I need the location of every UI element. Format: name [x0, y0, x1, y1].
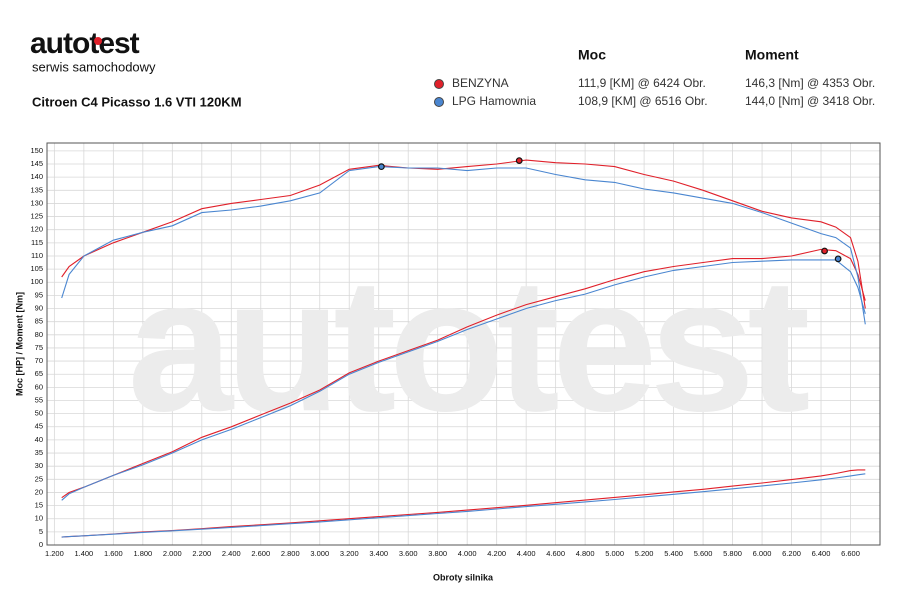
peak-marker — [834, 255, 842, 263]
x-axis-label: Obroty silnika — [433, 572, 494, 582]
watermark: autotest — [128, 239, 809, 451]
chart-title: Citroen C4 Picasso 1.6 VTI 120KM — [32, 94, 242, 109]
x-tick-label: 2.600 — [251, 549, 270, 558]
x-tick-label: 3.200 — [340, 549, 359, 558]
x-tick-label: 1.400 — [74, 549, 93, 558]
x-tick-label: 2.000 — [163, 549, 182, 558]
y-tick-label: 30 — [35, 461, 43, 470]
y-tick-label: 85 — [35, 317, 43, 326]
peak-marker — [515, 157, 523, 165]
y-tick-label: 120 — [30, 225, 43, 234]
y-tick-label: 100 — [30, 277, 43, 286]
x-tick-label: 4.400 — [517, 549, 536, 558]
x-tick-label: 2.200 — [192, 549, 211, 558]
peak-label: 146,3 [Nm] @ 4353 Obr. — [745, 76, 875, 90]
x-tick-label: 2.400 — [222, 549, 241, 558]
y-tick-label: 145 — [30, 159, 43, 168]
x-tick-label: 4.200 — [487, 549, 506, 558]
y-tick-label: 125 — [30, 212, 43, 221]
x-tick-label: 3.000 — [310, 549, 329, 558]
curve — [61, 166, 866, 325]
x-tick-label: 6.400 — [812, 549, 831, 558]
curve — [61, 259, 866, 501]
y-tick-label: 90 — [35, 304, 43, 313]
legend-label: BENZYNA — [452, 76, 509, 90]
x-tick-label: 6.600 — [841, 549, 860, 558]
y-tick-label: 75 — [35, 343, 43, 352]
plot-border — [46, 142, 881, 546]
logo-accent — [94, 37, 102, 45]
x-tick-label: 4.000 — [458, 549, 477, 558]
x-tick-label: 5.200 — [635, 549, 654, 558]
y-tick-label: 45 — [35, 422, 43, 431]
x-tick-label: 4.600 — [546, 549, 565, 558]
peak-label: 144,0 [Nm] @ 3418 Obr. — [745, 94, 875, 108]
y-tick-label: 10 — [35, 514, 43, 523]
y-axis-label: Moc [HP] / Moment [Nm] — [14, 292, 24, 396]
y-tick-label: 110 — [31, 251, 43, 260]
curve — [61, 159, 866, 309]
y-tick-label: 135 — [30, 185, 43, 194]
x-tick-label: 1.200 — [45, 549, 64, 558]
x-tick-label: 3.600 — [399, 549, 418, 558]
legend-marker — [434, 79, 444, 89]
x-tick-label: 5.400 — [664, 549, 683, 558]
x-tick-label: 5.600 — [694, 549, 713, 558]
legend-label: LPG Hamownia — [452, 94, 536, 108]
curve — [61, 473, 866, 538]
y-tick-label: 130 — [30, 198, 43, 207]
x-tick-label: 5.800 — [723, 549, 742, 558]
y-tick-label: 150 — [30, 146, 43, 155]
column-header: Moc — [578, 47, 606, 63]
y-tick-label: 25 — [35, 474, 43, 483]
x-tick-label: 1.800 — [133, 549, 152, 558]
y-tick-label: 50 — [35, 409, 43, 418]
y-tick-label: 35 — [35, 448, 43, 457]
y-tick-label: 60 — [35, 382, 43, 391]
y-tick-label: 80 — [35, 330, 43, 339]
y-tick-label: 95 — [35, 290, 43, 299]
x-tick-label: 5.000 — [605, 549, 624, 558]
y-tick-label: 5 — [39, 527, 43, 536]
y-tick-label: 65 — [35, 369, 43, 378]
x-tick-label: 3.800 — [428, 549, 447, 558]
y-tick-label: 70 — [35, 356, 43, 365]
logo-tagline: serwis samochodowy — [32, 59, 156, 74]
legend-marker — [434, 97, 444, 107]
y-tick-label: 140 — [30, 172, 43, 181]
y-tick-label: 15 — [35, 501, 43, 510]
y-tick-label: 0 — [39, 540, 43, 549]
x-tick-label: 6.200 — [782, 549, 801, 558]
y-tick-label: 115 — [31, 238, 43, 247]
peak-label: 111,9 [KM] @ 6424 Obr. — [578, 76, 706, 90]
x-tick-label: 4.800 — [576, 549, 595, 558]
x-tick-label: 1.600 — [104, 549, 123, 558]
peak-marker — [821, 247, 828, 255]
y-tick-label: 20 — [35, 487, 43, 496]
y-tick-label: 105 — [30, 264, 43, 273]
peak-marker — [377, 163, 385, 171]
y-tick-label: 40 — [35, 435, 43, 444]
x-tick-label: 3.400 — [369, 549, 388, 558]
column-header: Moment — [745, 47, 799, 63]
y-tick-label: 55 — [35, 395, 43, 404]
peak-label: 108,9 [KM] @ 6516 Obr. — [578, 94, 708, 108]
curve — [61, 248, 866, 499]
logo-brand: autotest — [30, 27, 140, 60]
x-tick-label: 2.800 — [281, 549, 300, 558]
x-tick-label: 6.000 — [753, 549, 772, 558]
